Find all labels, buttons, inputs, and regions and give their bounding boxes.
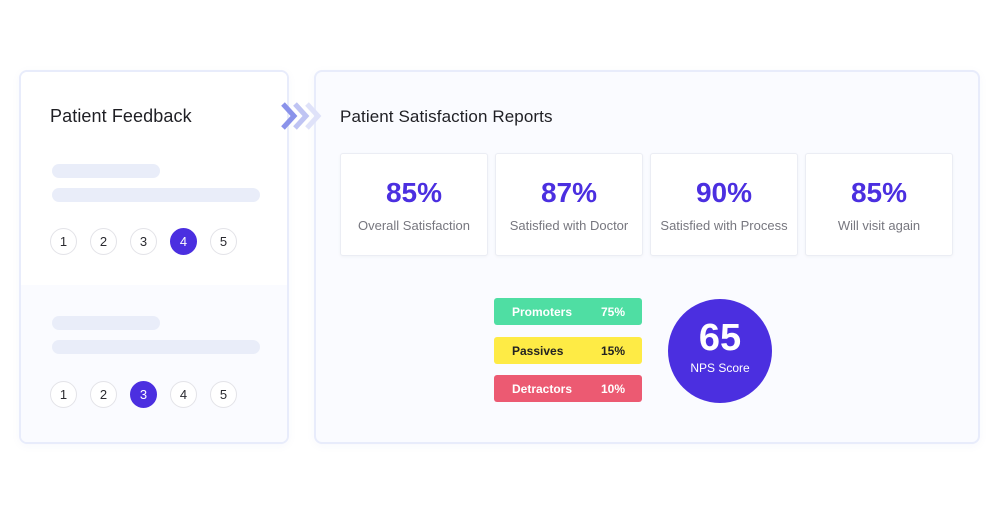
skeleton-line-long <box>52 188 260 202</box>
stat-value: 85% <box>385 177 443 208</box>
stat-label: Satisfied with Process <box>660 218 788 233</box>
rating-option-1[interactable]: 1 <box>50 381 77 408</box>
feedback-question-1: Patient Feedback 1 2 3 4 5 <box>21 72 287 285</box>
rating-option-1[interactable]: 1 <box>50 228 77 255</box>
feedback-question-2: 1 2 3 4 5 <box>21 285 287 442</box>
stats-row: 85% Overall Satisfaction 87% Satisfied w… <box>340 153 953 256</box>
nps-score-value: 65 <box>698 317 742 359</box>
passives-bar: Passives 15% <box>494 337 642 364</box>
rating-option-3[interactable]: 3 <box>130 228 157 255</box>
rating-scale-1: 1 2 3 4 5 <box>50 228 237 255</box>
bar-value: 15% <box>601 343 626 358</box>
nps-score-badge: 65 NPS Score <box>668 299 772 403</box>
rating-option-2[interactable]: 2 <box>90 228 117 255</box>
bar-label: Detractors <box>512 381 573 396</box>
rating-option-4-selected[interactable]: 4 <box>170 228 197 255</box>
stat-card-satisfied-with-process: 90% Satisfied with Process <box>650 153 798 256</box>
stat-card-overall-satisfaction: 85% Overall Satisfaction <box>340 153 488 256</box>
stat-card-satisfied-with-doctor: 87% Satisfied with Doctor <box>495 153 643 256</box>
promoters-bar: Promoters 75% <box>494 298 642 325</box>
bar-label: Promoters <box>512 304 573 319</box>
patient-feedback-card: Patient Feedback 1 2 3 4 5 1 2 3 4 5 <box>19 70 289 444</box>
rating-option-2[interactable]: 2 <box>90 381 117 408</box>
rating-scale-2: 1 2 3 4 5 <box>50 381 237 408</box>
stat-value: 87% <box>540 177 598 208</box>
stat-label: Satisfied with Doctor <box>509 218 629 233</box>
reports-card-title: Patient Satisfaction Reports <box>340 107 553 126</box>
satisfaction-reports-card: Patient Satisfaction Reports 85% Overall… <box>314 70 980 444</box>
rating-option-3-selected[interactable]: 3 <box>130 381 157 408</box>
nps-score-caption: NPS Score <box>690 361 750 375</box>
rating-option-5[interactable]: 5 <box>210 381 237 408</box>
skeleton-line-short <box>52 164 160 178</box>
stat-value: 85% <box>850 177 908 208</box>
stat-value: 90% <box>695 177 753 208</box>
feedback-card-title: Patient Feedback <box>50 106 192 126</box>
detractors-bar: Detractors 10% <box>494 375 642 402</box>
skeleton-line-short <box>52 316 160 330</box>
bar-label: Passives <box>512 343 564 358</box>
bar-value: 75% <box>601 304 626 319</box>
triple-chevron-right-icon <box>280 101 324 131</box>
stat-card-will-visit-again: 85% Will visit again <box>805 153 953 256</box>
stat-label: Will visit again <box>837 218 921 233</box>
rating-option-5[interactable]: 5 <box>210 228 237 255</box>
rating-option-4[interactable]: 4 <box>170 381 197 408</box>
stat-label: Overall Satisfaction <box>358 218 470 233</box>
bar-value: 10% <box>601 381 626 396</box>
skeleton-line-long <box>52 340 260 354</box>
